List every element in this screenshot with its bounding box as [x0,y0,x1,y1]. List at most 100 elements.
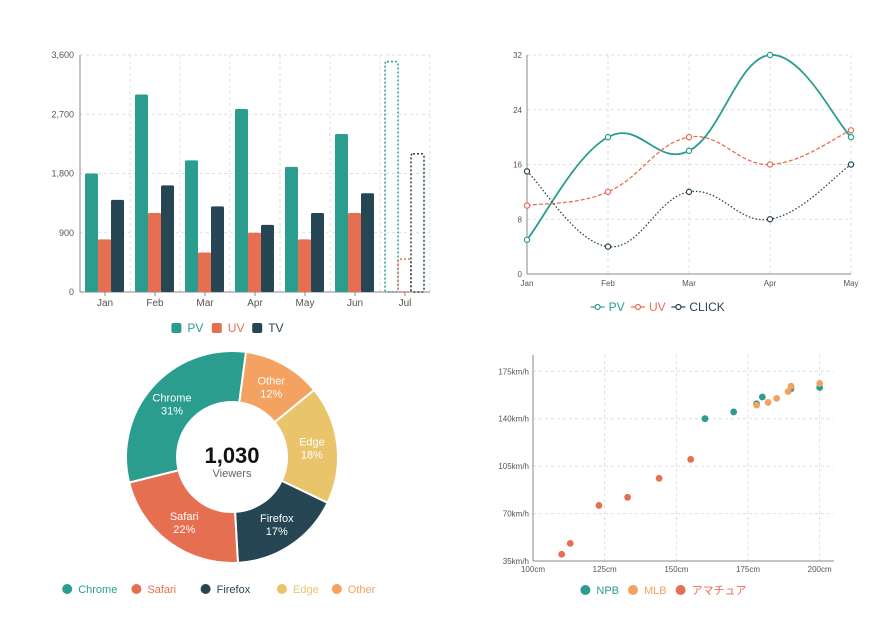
x-tick-label: May [296,298,315,309]
bar-legend-tv[interactable]: TV [252,321,284,335]
bar-tv-may[interactable] [311,213,324,292]
bar-pv-jun[interactable] [335,134,348,292]
bar-tv-jan[interactable] [111,199,124,292]
point-pv-may[interactable] [847,133,855,141]
legend-swatch [331,584,342,594]
scatter-point-mlb-1[interactable] [764,399,772,406]
bar-pv-jan[interactable] [85,173,98,293]
line-legend-pv[interactable]: PV [590,300,625,314]
slice-label-chrome: Chrome [152,392,191,404]
scatter-point-amateur-0[interactable] [558,550,566,558]
point-click-may[interactable] [847,161,855,168]
x-tick-label: Jun [347,298,363,309]
bar-uv-jan[interactable] [98,239,111,292]
slice-label-other: Other [258,376,286,388]
scatter-legend-npb[interactable]: NPB [580,585,619,597]
pie-legend-firefox[interactable]: Firefox [200,584,251,596]
point-pv-mar[interactable] [685,147,693,155]
point-click-jan[interactable] [523,168,531,175]
pie-legend-other[interactable]: Other [331,584,376,596]
y-tick-label: 0 [69,287,74,297]
x-tick-label: Feb [146,298,164,309]
bar-uv-mar[interactable] [198,252,211,293]
x-tick-label: Jan [521,279,534,288]
legend-swatch [675,585,686,595]
bar-uv-jul[interactable] [397,258,412,293]
bar-tv-mar[interactable] [211,206,224,292]
slice-percent-chrome: 31% [161,405,183,417]
scatter-legend-mlb[interactable]: MLB [628,585,667,597]
bar-pv-jul[interactable] [384,60,399,293]
scatter-point-amateur-3[interactable] [624,493,631,501]
legend-label: Chrome [78,584,117,596]
bar-chart: 0 900 1,800 2,700 3,600 Jan Feb Mar Apr May Jun Jul… [51,50,431,335]
line-click[interactable] [526,163,852,248]
legend-label: UV [649,300,666,314]
point-pv-feb[interactable] [604,133,612,141]
x-tick-label: 200cm [808,565,832,574]
y-tick-label: 105km/h [498,462,529,471]
point-pv-jan[interactable] [523,236,531,243]
x-tick-label: Feb [601,279,615,288]
x-tick-label: 150cm [664,565,688,574]
legend-label: Other [348,584,376,596]
scatter-point-mlb-2[interactable] [773,394,781,402]
legend-label: Edge [293,584,319,596]
pie-legend-safari[interactable]: Safari [131,584,176,596]
scatter-point-mlb-0[interactable] [753,401,760,409]
bar-pv-may[interactable] [285,166,298,292]
y-tick-label: 24 [513,106,522,115]
x-tick-label: Mar [682,279,696,288]
legend-swatch [252,323,263,333]
pie-legend-chrome[interactable]: Chrome [62,584,117,596]
scatter-point-npb-0[interactable] [701,415,709,423]
y-tick-label: 1,800 [51,169,74,179]
bar-pv-apr[interactable] [235,108,248,292]
scatter-point-amateur-1[interactable] [566,539,574,547]
pie-legend-edge[interactable]: Edge [277,584,319,596]
bar-tv-apr[interactable] [261,224,274,292]
slice-chrome[interactable] [125,350,248,484]
scatter-point-amateur-2[interactable] [595,502,603,509]
x-tick-label: Apr [764,279,777,288]
bar-tv-jul[interactable] [410,153,425,293]
bar-uv-jun[interactable] [348,213,361,292]
line-legend-click[interactable]: CLICK [671,300,725,314]
line-chart: 0 8 16 24 32 Jan Feb Mar Apr May PV UV CLICK [513,51,858,314]
bar-legend-uv[interactable]: UV [211,321,245,335]
point-uv-mar[interactable] [685,133,693,141]
point-uv-feb[interactable] [604,188,612,196]
bar-tv-jun[interactable] [361,193,374,292]
scatter-legend-amateur[interactable]: アマチュア [675,584,747,597]
bar-uv-may[interactable] [298,239,311,292]
scatter-point-mlb-5[interactable] [816,380,824,387]
scatter-point-npb-3[interactable] [758,393,766,401]
bar-uv-apr[interactable] [248,232,261,292]
scatter-point-mlb-3[interactable] [784,388,792,395]
point-uv-jan[interactable] [523,202,531,209]
slice-safari[interactable] [127,469,239,564]
point-uv-may[interactable] [847,127,855,134]
scatter-point-npb-1[interactable] [730,408,738,416]
x-tick-label: Jul [399,298,412,309]
point-click-apr[interactable] [766,216,774,223]
point-click-feb[interactable] [604,243,612,250]
scatter-point-amateur-4[interactable] [655,474,663,482]
point-uv-apr[interactable] [766,161,774,168]
scatter-point-amateur-5[interactable] [687,455,695,463]
bar-pv-feb[interactable] [135,94,148,293]
line-legend-uv[interactable]: UV [631,300,666,314]
point-pv-apr[interactable] [766,51,774,59]
legend-label: NPB [596,585,619,597]
bar-pv-mar[interactable] [185,160,198,292]
slice-label-edge: Edge [299,436,325,448]
bar-uv-feb[interactable] [148,213,161,292]
slice-label-safari: Safari [170,511,199,523]
point-click-mar[interactable] [685,188,693,196]
legend-label: PV [187,321,203,335]
legend-label: PV [609,300,625,314]
scatter-point-mlb-4[interactable] [787,382,795,390]
bar-legend-pv[interactable]: PV [171,321,203,335]
bar-tv-feb[interactable] [161,185,174,292]
legend-swatch [211,323,222,333]
